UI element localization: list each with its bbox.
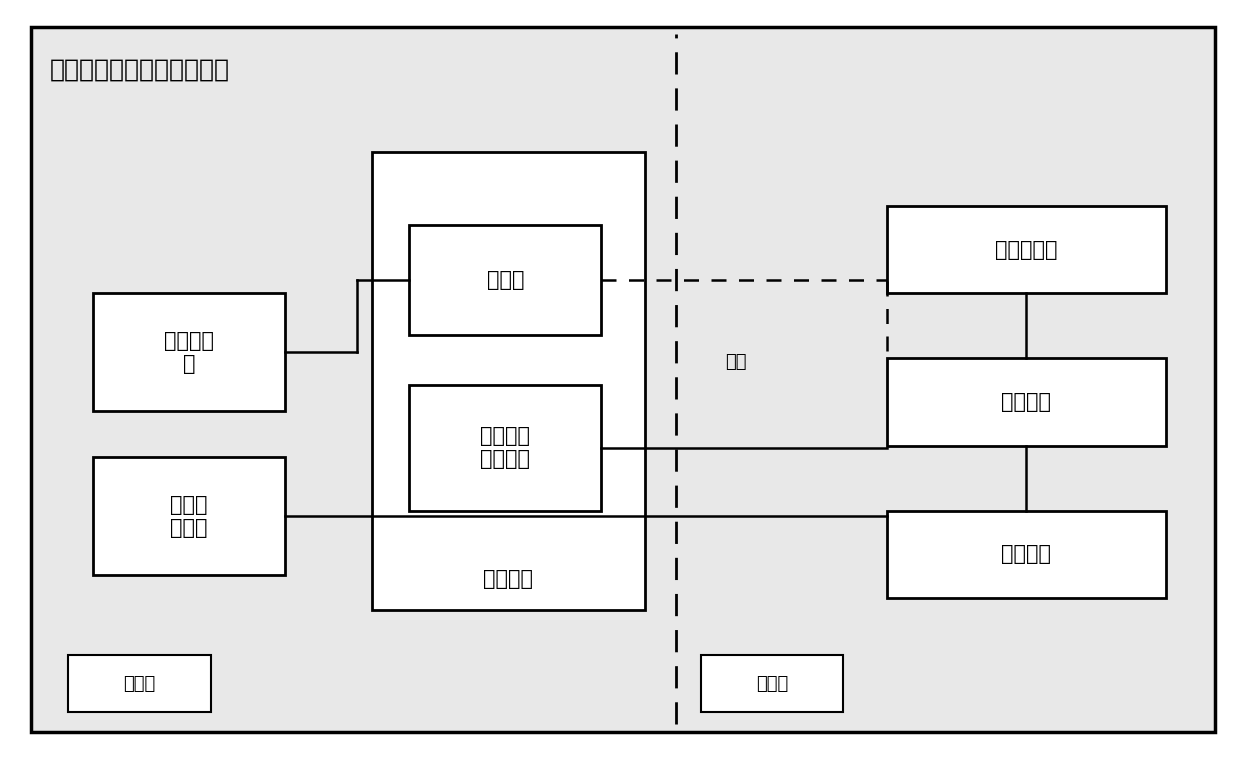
Text: 磁共振成
像采集端: 磁共振成 像采集端: [480, 426, 531, 469]
Text: 监控显示器: 监控显示器: [994, 239, 1058, 260]
Text: 控制单元: 控制单元: [1001, 392, 1052, 412]
Text: 调试显示
器: 调试显示 器: [164, 331, 215, 374]
Bar: [887, 511, 1166, 598]
Bar: [701, 655, 843, 712]
Bar: [887, 358, 1166, 446]
Bar: [372, 152, 645, 610]
Bar: [409, 385, 601, 511]
Text: 采集模块: 采集模块: [484, 569, 533, 589]
Bar: [68, 655, 211, 712]
Text: 扫描间: 扫描间: [123, 675, 156, 693]
Text: 操作间: 操作间: [755, 675, 789, 693]
Bar: [93, 293, 285, 411]
Bar: [409, 225, 601, 335]
Text: 光纤: 光纤: [725, 353, 746, 371]
Text: 红外照
明设备: 红外照 明设备: [170, 495, 208, 538]
Bar: [93, 457, 285, 575]
Bar: [887, 206, 1166, 293]
Text: 摄像头: 摄像头: [486, 270, 525, 290]
Text: 磁共振多参数被试监测系统: 磁共振多参数被试监测系统: [50, 57, 229, 81]
Text: 报警系统: 报警系统: [1001, 544, 1052, 565]
